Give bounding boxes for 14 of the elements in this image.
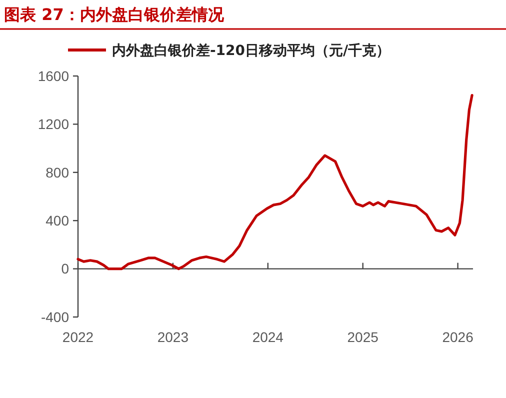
x-tick-label: 2025 bbox=[347, 329, 379, 345]
x-tick-label: 2023 bbox=[157, 329, 189, 345]
y-tick-label: 1200 bbox=[38, 116, 70, 132]
line-series bbox=[76, 94, 474, 270]
y-tick-label: 1600 bbox=[38, 68, 70, 84]
y-tick-label: 400 bbox=[46, 212, 70, 228]
y-tick-label: 800 bbox=[46, 164, 70, 180]
y-tick-label: -400 bbox=[40, 308, 70, 325]
y-tick-label: 0 bbox=[61, 260, 70, 277]
x-tick-label: 2022 bbox=[62, 329, 94, 345]
chart-title: 图表 27：内外盘白银价差情况 bbox=[4, 5, 225, 24]
x-tick-label: 2024 bbox=[252, 329, 284, 345]
legend-label: 内外盘白银价差-120日移动平均（元/千克） bbox=[112, 42, 390, 59]
x-tick-label: 2026 bbox=[442, 329, 474, 345]
